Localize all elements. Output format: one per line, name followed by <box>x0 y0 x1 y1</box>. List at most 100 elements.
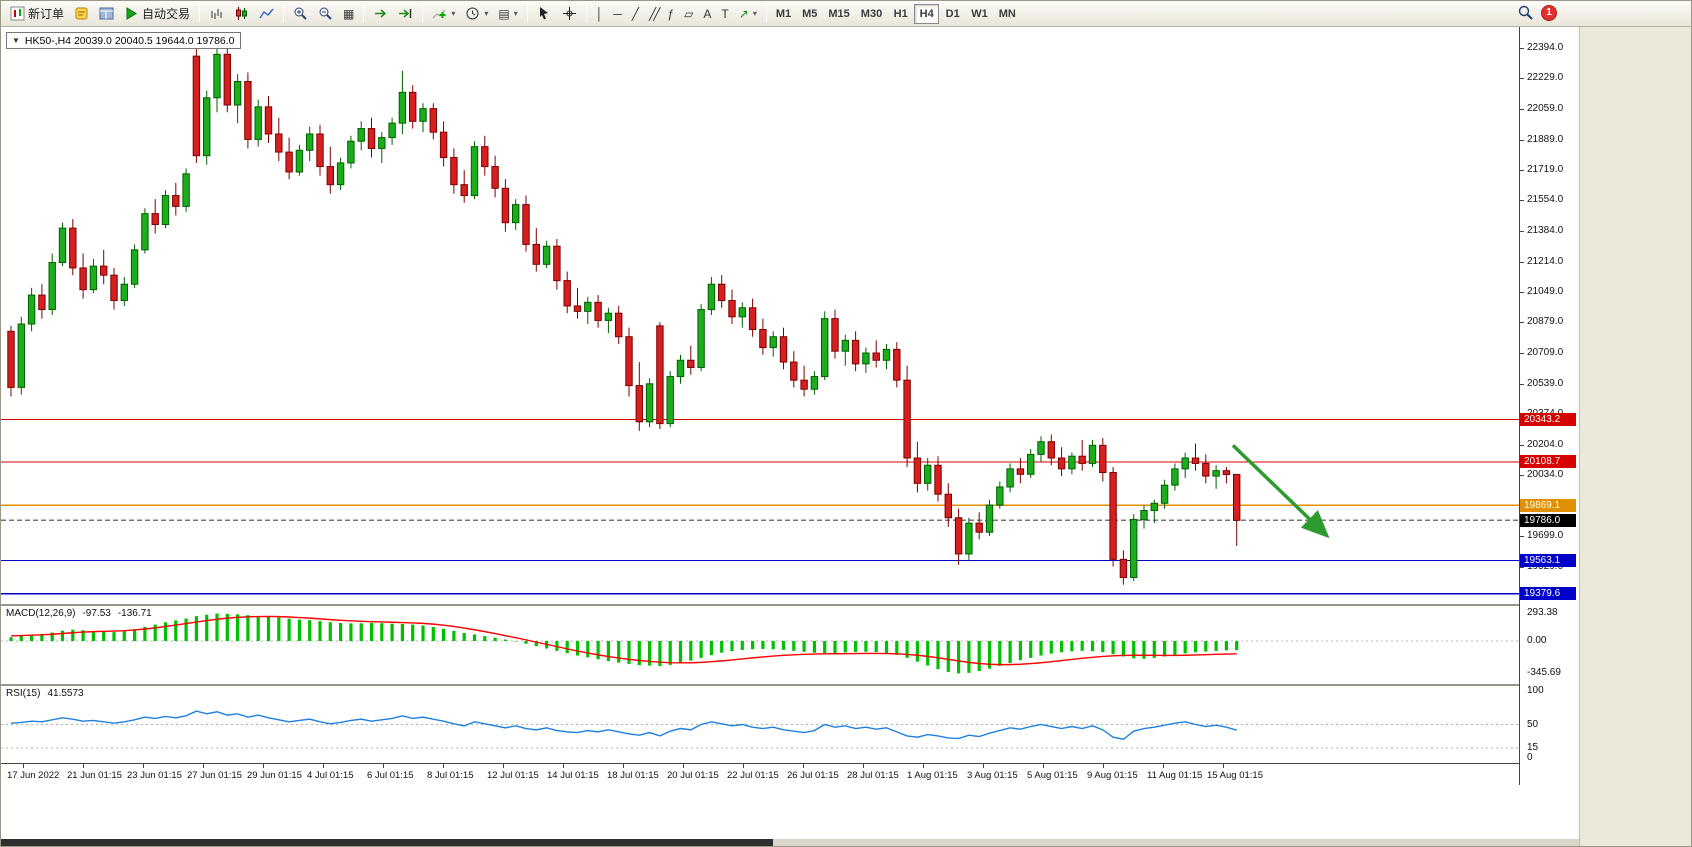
candle-body <box>1078 455 1086 464</box>
candle-body <box>625 336 633 387</box>
toolbar-separator <box>283 5 285 22</box>
label-button[interactable]: T <box>716 3 733 25</box>
rsi-name: RSI(15) <box>6 688 41 699</box>
time-axis-label: 22 Jul 01:15 <box>727 770 779 781</box>
line-chart-icon <box>259 8 274 19</box>
candle-body <box>975 522 983 533</box>
price-axis-tick <box>1520 48 1524 50</box>
chart-bars-button[interactable] <box>204 3 229 25</box>
fibonacci-icon: ƒ <box>667 6 675 21</box>
timeframe-h4-button[interactable]: H4 <box>914 3 940 24</box>
candle-body <box>213 53 221 99</box>
macd-chart[interactable] <box>1 606 1519 684</box>
indicators-button[interactable]: ▾ <box>427 3 460 25</box>
zoom-out-button[interactable] <box>313 3 338 25</box>
timeframe-m1-button[interactable]: M1 <box>771 4 796 24</box>
trend-arrow-object[interactable] <box>1231 444 1330 539</box>
cursor-button[interactable] <box>532 3 557 25</box>
collapse-arrow-icon[interactable]: ▼ <box>12 36 20 45</box>
horizontal-line-button[interactable]: ─ <box>608 3 627 25</box>
timeframe-h1-button[interactable]: H1 <box>888 4 913 24</box>
channel-button[interactable]: ╱╱ <box>644 3 662 25</box>
tile-windows-button[interactable]: ▦ <box>338 3 359 25</box>
rsi-line <box>10 710 1237 740</box>
chart-line-button[interactable] <box>254 3 279 25</box>
zoom-in-button[interactable] <box>288 3 313 25</box>
candle-body <box>1119 558 1128 578</box>
timeframe-mn-button[interactable]: MN <box>994 4 1021 24</box>
crosshair-button[interactable] <box>557 3 582 25</box>
search-icon[interactable] <box>1517 4 1534 21</box>
toolbar-separator <box>363 5 365 22</box>
arrow-object-icon: ↗ <box>738 6 749 21</box>
price-axis[interactable]: 22394.0 22229.0 22059.0 21889.0 21719.0 21554… <box>1519 27 1579 785</box>
candle-body <box>1222 470 1231 475</box>
panel-splitter[interactable] <box>1 604 1579 606</box>
candle-body <box>100 265 108 276</box>
candle-body <box>882 348 891 361</box>
timeframe-w1-button[interactable]: W1 <box>966 4 993 24</box>
new-order-button[interactable]: 新订单 <box>5 3 69 25</box>
candle-body <box>903 379 911 459</box>
price-tag: 19786.0 <box>1520 513 1576 527</box>
candle-body <box>27 294 36 325</box>
trendline-icon: ╱ <box>631 6 640 21</box>
chevron-down-icon: ▾ <box>451 9 456 18</box>
templates-button[interactable]: ▤ ▾ <box>493 3 522 25</box>
macd-panel[interactable]: MACD(12,26,9) -97.53 -136.71 <box>1 606 1519 684</box>
candle-body <box>893 348 901 381</box>
tile-windows-icon: ▦ <box>343 6 355 21</box>
text-button[interactable]: A <box>698 3 716 25</box>
candle-body <box>89 265 98 291</box>
price-axis-label: 21719.0 <box>1527 164 1564 176</box>
time-axis-tick <box>1163 764 1164 768</box>
time-axis-label: 27 Jun 01:15 <box>187 770 242 781</box>
candle-body <box>38 294 46 311</box>
periods-button[interactable]: ▾ <box>460 3 493 25</box>
arrows-button[interactable]: ↗ ▾ <box>734 3 762 25</box>
candlestick-chart-icon <box>236 7 248 20</box>
panel-splitter[interactable] <box>1 684 1579 686</box>
candle-body <box>759 328 767 349</box>
time-axis-tick <box>1223 764 1224 768</box>
timeframe-m5-button[interactable]: M5 <box>797 4 822 24</box>
trendline-button[interactable]: ╱ <box>627 3 644 25</box>
vertical-line-button[interactable]: │ <box>591 3 609 25</box>
price-axis-tick <box>1520 444 1524 446</box>
time-axis-tick <box>923 764 924 768</box>
scrollbar-thumb[interactable] <box>1 839 773 846</box>
macd-axis-label: 293.38 <box>1527 607 1558 619</box>
price-axis-tick <box>1520 475 1524 477</box>
add-indicator-icon <box>433 9 446 19</box>
horizontal-line-icon: ─ <box>613 6 622 21</box>
timeframe-d1-button[interactable]: D1 <box>940 4 965 24</box>
shapes-button[interactable]: ▱ <box>679 3 698 25</box>
notification-badge[interactable]: 1 <box>1541 4 1557 21</box>
rsi-panel[interactable]: RSI(15) 41.5573 <box>1 686 1519 763</box>
candlestick-chart[interactable] <box>1 27 1519 604</box>
auto-scroll-button[interactable] <box>368 3 393 25</box>
chart-candles-button[interactable] <box>229 3 254 25</box>
candle-body <box>790 361 798 381</box>
market-watch-button[interactable] <box>94 3 119 25</box>
time-axis[interactable]: 17 Jun 2022 21 Jun 01:15 23 Jun 01:15 27 Ju… <box>1 763 1519 785</box>
rsi-chart[interactable] <box>1 686 1519 763</box>
timeframe-m30-button[interactable]: M30 <box>856 4 887 24</box>
horizontal-scrollbar[interactable] <box>1 839 1579 846</box>
zoom-in-icon <box>294 7 307 20</box>
fibonacci-button[interactable]: ƒ <box>662 3 679 25</box>
chart-info-box: ▼ HK50-,H4 20039.0 20040.5 19644.0 19786… <box>6 32 241 49</box>
time-axis-tick <box>143 764 144 768</box>
time-axis-label: 9 Aug 01:15 <box>1087 770 1138 781</box>
timeframe-m15-button[interactable]: M15 <box>823 4 854 24</box>
candle-body <box>388 122 396 139</box>
autotrading-button[interactable]: 自动交易 <box>119 3 195 25</box>
time-axis-label: 11 Aug 01:15 <box>1147 770 1203 781</box>
time-axis-tick <box>83 764 84 768</box>
candle-body <box>532 243 540 265</box>
metaeditor-button[interactable] <box>69 3 94 25</box>
toolbar-separator <box>585 5 587 22</box>
main-chart-panel[interactable]: ▼ HK50-,H4 20039.0 20040.5 19644.0 19786… <box>1 27 1519 604</box>
rsi-axis-label: 0 <box>1527 752 1533 763</box>
chart-shift-button[interactable] <box>393 3 418 25</box>
